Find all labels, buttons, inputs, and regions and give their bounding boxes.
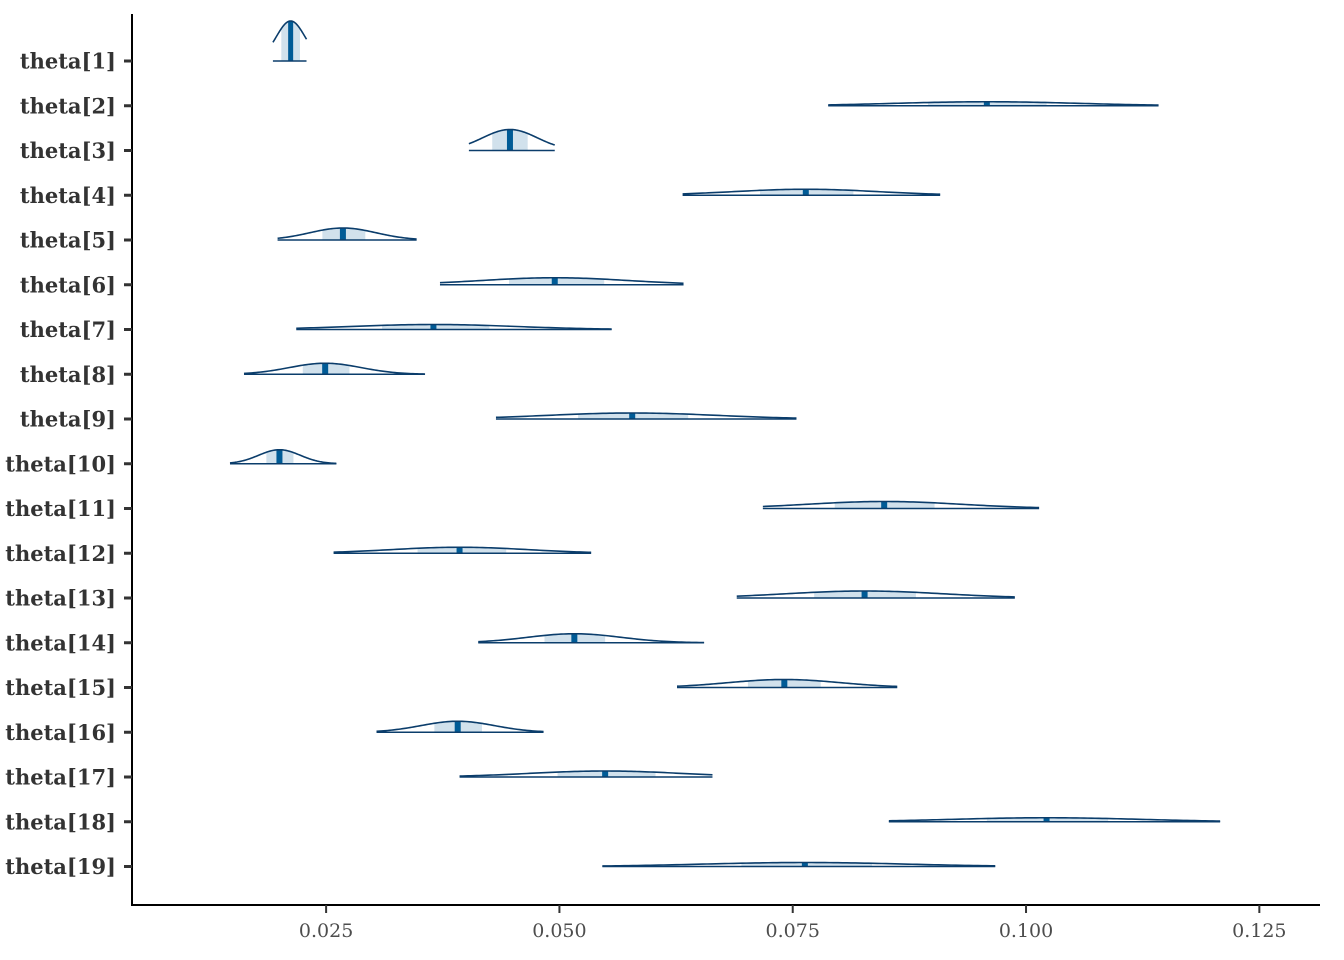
y-tick-label: theta[13] bbox=[5, 586, 116, 611]
y-tick-label: theta[14] bbox=[5, 630, 116, 655]
density-curve bbox=[888, 816, 1221, 822]
median-marker bbox=[430, 324, 437, 330]
median-marker bbox=[454, 721, 461, 733]
x-tick-label: 0.025 bbox=[299, 920, 353, 942]
density-curve bbox=[229, 448, 337, 465]
y-tick-label: theta[10] bbox=[5, 451, 116, 476]
x-tick-label: 0.075 bbox=[766, 920, 820, 942]
y-axis: theta[1] theta[2] theta[3] theta[4] theta[5]… bbox=[5, 49, 132, 879]
ridge-theta[12] bbox=[333, 546, 592, 555]
density-curve bbox=[376, 720, 544, 733]
y-tick-label: theta[7] bbox=[20, 317, 116, 342]
y-tick-label: theta[17] bbox=[5, 765, 116, 790]
median-marker bbox=[781, 679, 788, 688]
median-marker bbox=[322, 363, 329, 375]
y-tick-label: theta[3] bbox=[20, 138, 116, 163]
y-tick-label: theta[4] bbox=[20, 183, 116, 208]
y-tick-label: theta[18] bbox=[5, 809, 116, 834]
density-curve bbox=[439, 276, 684, 285]
ridge-theta[1] bbox=[272, 20, 308, 62]
density-curve bbox=[272, 20, 308, 43]
ridge-theta[10] bbox=[229, 448, 337, 465]
y-tick-label: theta[6] bbox=[20, 272, 116, 297]
density-curve bbox=[602, 861, 996, 867]
y-tick-label: theta[12] bbox=[5, 541, 116, 566]
median-marker bbox=[629, 413, 636, 419]
y-tick-label: theta[19] bbox=[5, 854, 116, 879]
density-curve bbox=[333, 546, 592, 554]
median-marker bbox=[506, 129, 513, 151]
y-tick-label: theta[1] bbox=[20, 49, 116, 74]
density-curve bbox=[676, 678, 898, 688]
median-marker bbox=[983, 101, 990, 106]
x-tick-label: 0.100 bbox=[999, 920, 1053, 942]
density-curve bbox=[243, 362, 426, 375]
median-marker bbox=[861, 591, 868, 598]
y-tick-label: theta[16] bbox=[5, 720, 116, 745]
ridge-theta[11] bbox=[762, 500, 1040, 510]
median-marker bbox=[339, 228, 346, 240]
median-marker bbox=[801, 862, 808, 867]
median-marker bbox=[1043, 817, 1050, 822]
ridge-theta[9] bbox=[495, 412, 797, 420]
y-tick-label: theta[11] bbox=[5, 496, 116, 521]
ridge-theta[7] bbox=[296, 323, 612, 331]
density-curve bbox=[736, 590, 1015, 598]
y-tick-label: theta[15] bbox=[5, 675, 116, 700]
median-marker bbox=[571, 633, 578, 643]
median-marker bbox=[602, 771, 609, 777]
y-tick-label: theta[9] bbox=[20, 407, 116, 432]
median-marker bbox=[456, 547, 463, 554]
ridge-theta[8] bbox=[243, 362, 426, 376]
density-curve bbox=[478, 632, 705, 644]
y-tick-label: theta[5] bbox=[20, 228, 116, 253]
ridge-theta[5] bbox=[277, 227, 417, 241]
density-curve bbox=[828, 100, 1159, 106]
density-curve bbox=[762, 500, 1040, 509]
ridge-theta[19] bbox=[602, 861, 996, 868]
y-tick-label: theta[8] bbox=[20, 362, 116, 387]
ridge-theta[15] bbox=[676, 678, 898, 689]
density-curve bbox=[296, 323, 612, 330]
density-curve bbox=[468, 128, 556, 146]
density-curve bbox=[277, 227, 417, 240]
ridge-theta[6] bbox=[439, 276, 684, 286]
ridge-theta[4] bbox=[682, 188, 941, 197]
median-marker bbox=[288, 21, 294, 61]
median-marker bbox=[276, 449, 283, 464]
ridge-theta[3] bbox=[468, 128, 556, 152]
ridges-layer bbox=[229, 20, 1221, 868]
ridge-theta[16] bbox=[376, 720, 544, 734]
density-curve bbox=[459, 770, 713, 777]
ridge-theta[18] bbox=[888, 816, 1221, 823]
ridge-theta[13] bbox=[736, 590, 1015, 599]
x-tick-label: 0.125 bbox=[1232, 920, 1286, 942]
median-marker bbox=[881, 501, 888, 509]
x-axis: 0.025 0.050 0.075 0.100 0.125 bbox=[299, 905, 1287, 942]
ridge-theta[2] bbox=[828, 100, 1159, 107]
ridge-theta[14] bbox=[478, 632, 705, 644]
density-curve bbox=[495, 412, 797, 419]
median-marker bbox=[551, 277, 558, 285]
y-tick-label: theta[2] bbox=[20, 93, 116, 118]
ridge-theta[17] bbox=[459, 770, 713, 778]
x-tick-label: 0.050 bbox=[532, 920, 586, 942]
density-curve bbox=[682, 188, 941, 196]
median-marker bbox=[802, 189, 809, 196]
